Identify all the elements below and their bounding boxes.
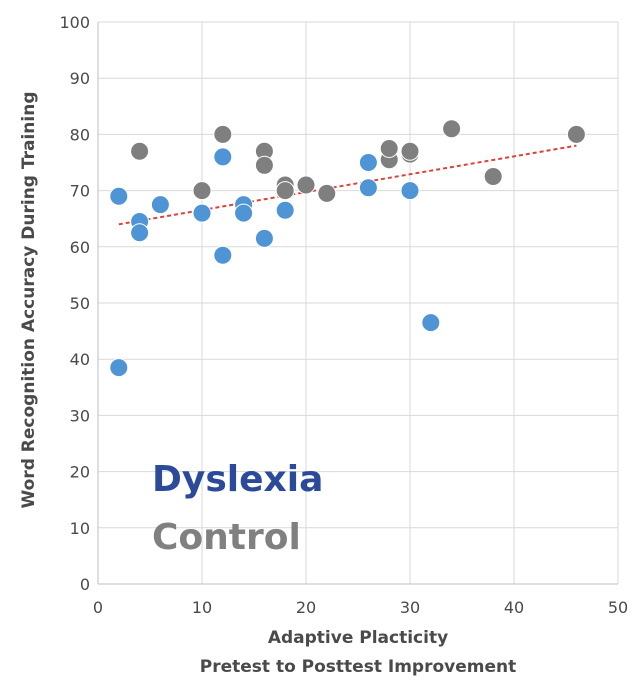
point-control [379, 138, 399, 158]
point-dyslexia [109, 186, 129, 206]
axes [97, 22, 618, 585]
x-tick-label: 50 [608, 598, 628, 617]
point-dyslexia [421, 313, 441, 333]
legend: Dyslexia Control [152, 459, 323, 558]
point-control [192, 181, 212, 201]
point-control [317, 183, 337, 203]
y-tick-label: 100 [59, 13, 90, 32]
y-axis-title: Word Recognition Accuracy During Trainin… [19, 92, 39, 509]
point-control [483, 167, 503, 187]
point-dyslexia [254, 228, 274, 248]
point-control [275, 181, 295, 201]
x-tick-label: 40 [504, 598, 524, 617]
point-dyslexia [150, 195, 170, 215]
x-axis-title-line2: Pretest to Posttest Improvement [200, 657, 516, 677]
x-tick-label: 10 [192, 598, 212, 617]
x-tick-labels: 0 10 20 30 40 50 [93, 598, 628, 617]
point-dyslexia [275, 200, 295, 220]
legend-label-control: Control [152, 517, 301, 558]
trendline [118, 144, 577, 226]
point-dyslexia [358, 153, 378, 172]
y-tick-label: 0 [80, 575, 90, 594]
point-control [254, 155, 274, 175]
y-tick-label: 10 [70, 519, 90, 538]
point-dyslexia [400, 181, 420, 201]
point-dyslexia [109, 358, 129, 378]
y-tick-label: 20 [70, 463, 90, 482]
point-control [566, 124, 586, 144]
point-dyslexia [130, 223, 150, 243]
point-control [130, 141, 150, 161]
point-dyslexia [192, 203, 212, 223]
trendline-line [118, 144, 577, 226]
point-control [213, 124, 233, 144]
point-control [296, 175, 316, 195]
point-control [400, 141, 420, 161]
y-tick-label: 50 [70, 294, 90, 313]
x-tick-label: 20 [296, 598, 316, 617]
point-dyslexia [234, 203, 254, 223]
x-tick-label: 30 [400, 598, 420, 617]
y-tick-label: 90 [70, 69, 90, 88]
point-control [442, 119, 462, 139]
y-tick-label: 60 [70, 238, 90, 257]
point-dyslexia [213, 245, 233, 265]
data-points [109, 119, 586, 378]
y-tick-label: 30 [70, 406, 90, 425]
point-dyslexia [213, 147, 233, 167]
x-axis-title-line1: Adaptive Placticity [268, 628, 448, 648]
y-tick-labels: 0 10 20 30 40 50 60 70 80 90 100 [59, 13, 90, 594]
x-tick-label: 0 [93, 598, 103, 617]
y-tick-label: 80 [70, 125, 90, 144]
y-tick-label: 40 [70, 350, 90, 369]
y-tick-label: 70 [70, 182, 90, 201]
legend-label-dyslexia: Dyslexia [152, 459, 323, 500]
point-dyslexia [358, 178, 378, 198]
